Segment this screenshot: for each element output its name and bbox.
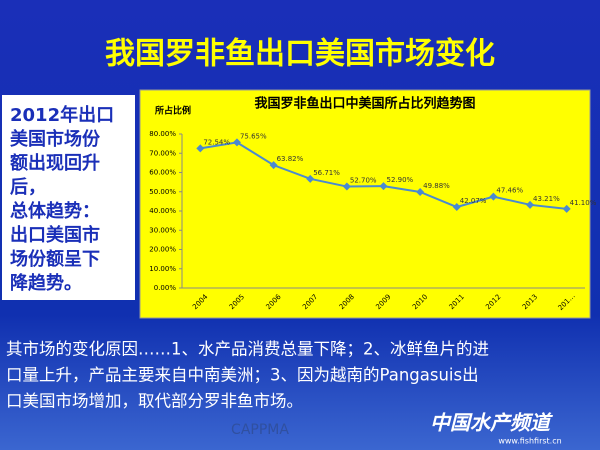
marker: [416, 187, 425, 196]
data-label: 75.65%: [240, 132, 267, 140]
marker: [196, 144, 205, 153]
data-label: 42.07%: [460, 197, 487, 205]
marker: [306, 174, 315, 183]
data-label: 47.46%: [496, 187, 523, 195]
side-text: 2012年出口: [10, 104, 114, 126]
chart-box: [139, 89, 591, 319]
marker: [452, 203, 461, 212]
data-label: 56.71%: [313, 169, 340, 177]
marker: [232, 138, 241, 147]
y-tick-label: 20.00%: [149, 246, 176, 254]
side-text: 美国市场份: [10, 128, 101, 150]
y-tick-label: 50.00%: [149, 188, 176, 196]
marker: [342, 182, 351, 191]
side-text: 降趋势。: [10, 272, 82, 294]
body-text: 口美国市场增加，取代部分罗非鱼市场。: [6, 392, 303, 411]
y-axis-label: 所占比例: [155, 105, 191, 117]
data-label: 43.21%: [533, 195, 560, 203]
data-label: 52.90%: [387, 176, 414, 184]
y-tick-label: 30.00%: [149, 226, 176, 234]
y-tick-label: 40.00%: [149, 207, 176, 215]
marker: [562, 204, 571, 213]
marker: [269, 161, 278, 170]
chart-title: 我国罗非鱼出口中美国所占比列趋势图: [254, 96, 475, 112]
side-text: 出口美国市: [10, 224, 100, 246]
marker: [379, 182, 388, 191]
marker: [526, 200, 535, 209]
data-label: 52.70%: [350, 177, 377, 185]
marker: [489, 192, 498, 201]
y-tick-label: 10.00%: [149, 265, 176, 273]
y-tick-label: 60.00%: [149, 169, 176, 177]
data-label: 63.82%: [277, 155, 304, 163]
side-box: [2, 95, 135, 300]
data-label: 72.54%: [203, 138, 230, 146]
logo-url: www.fishfirst.cn: [498, 437, 561, 446]
side-text: 总体趋势：: [10, 200, 100, 222]
slide-title: 我国罗非鱼出口美国市场变化: [105, 37, 495, 72]
body-text: 口量上升，产品主要来自中南美洲；3、因为越南的Pangasuis出: [6, 366, 479, 385]
y-tick-label: 0.00%: [154, 284, 177, 292]
footer: CAPPMA: [231, 422, 289, 438]
y-tick-label: 70.00%: [149, 149, 176, 157]
side-text: 场份额呈下: [10, 248, 100, 270]
body-text: 其市场的变化原因……1、水产品消费总量下降；2、冰鲜鱼片的进: [6, 340, 489, 359]
side-text: 后，: [10, 177, 46, 198]
side-text: 额出现回升: [10, 152, 100, 174]
data-label: 41.10%: [570, 199, 597, 207]
logo: 中国水产频道: [430, 411, 553, 435]
y-tick-label: 80.00%: [149, 130, 176, 138]
data-label: 49.88%: [423, 182, 450, 190]
